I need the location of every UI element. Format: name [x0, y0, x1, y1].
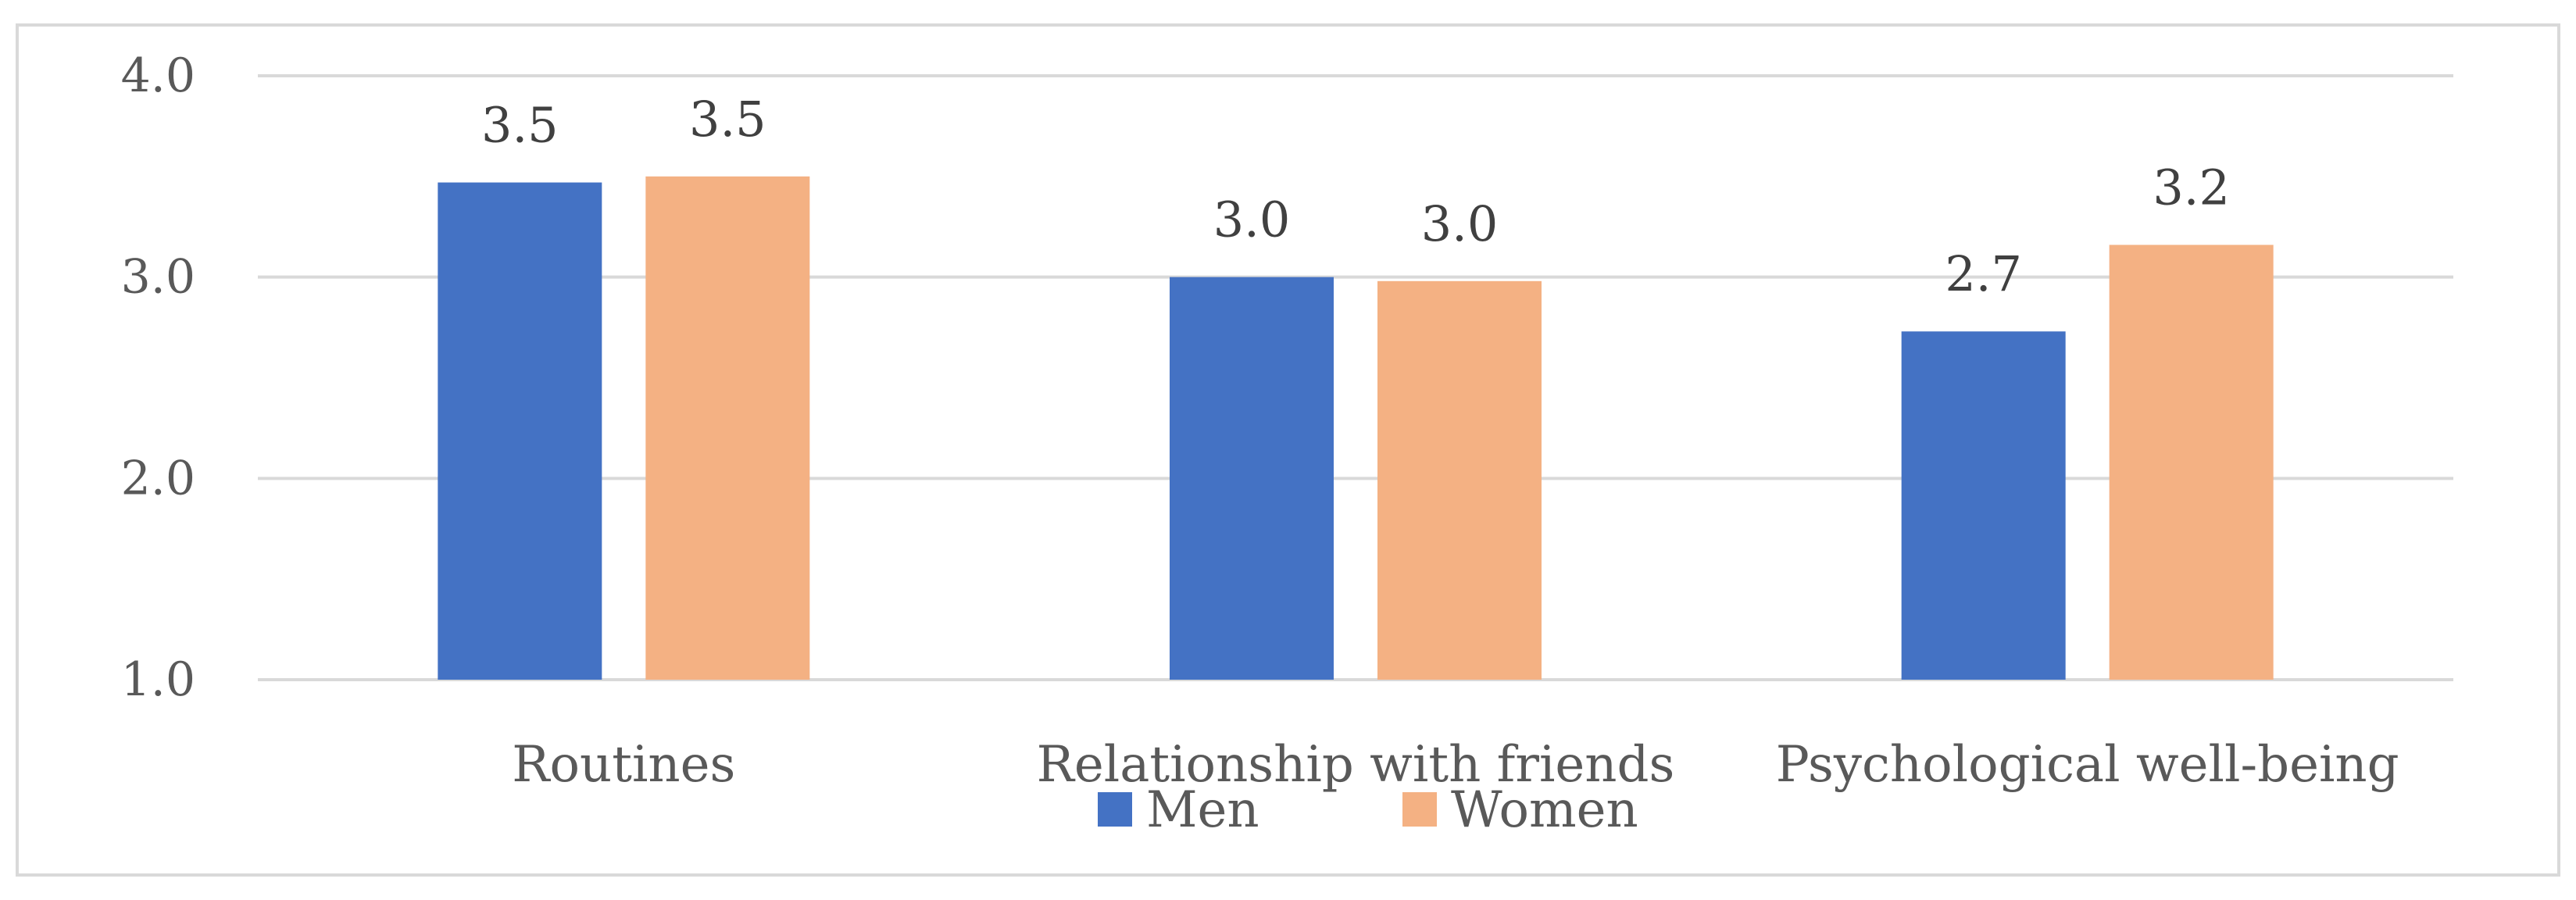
data-label: 3.0 — [1213, 191, 1291, 248]
category-label: Routines — [512, 736, 735, 794]
y-tick-label: 3.0 — [121, 250, 195, 305]
y-tick-label: 1.0 — [121, 652, 195, 707]
bar-women-2 — [2109, 245, 2274, 680]
legend-swatch-women — [1402, 792, 1437, 827]
bar-men-2 — [1901, 331, 2066, 680]
data-label: 3.2 — [2153, 159, 2230, 216]
data-label: 3.5 — [481, 97, 559, 154]
legend-swatch-men — [1098, 792, 1132, 827]
category-label: Relationship with friends — [1037, 736, 1675, 794]
bar-women-1 — [1377, 280, 1542, 680]
y-tick-label: 4.0 — [121, 48, 195, 103]
bar-men-1 — [1170, 277, 1334, 680]
bar-women-0 — [645, 176, 810, 680]
y-tick-label: 2.0 — [121, 451, 195, 505]
legend-label-women: Women — [1451, 781, 1638, 839]
data-label: 2.7 — [1945, 245, 2022, 302]
bar-men-0 — [438, 182, 602, 680]
legend-label-men: Men — [1146, 781, 1259, 839]
data-label: 3.0 — [1421, 195, 1499, 252]
category-label: Psychological well-being — [1776, 736, 2399, 794]
data-label: 3.5 — [689, 91, 766, 148]
